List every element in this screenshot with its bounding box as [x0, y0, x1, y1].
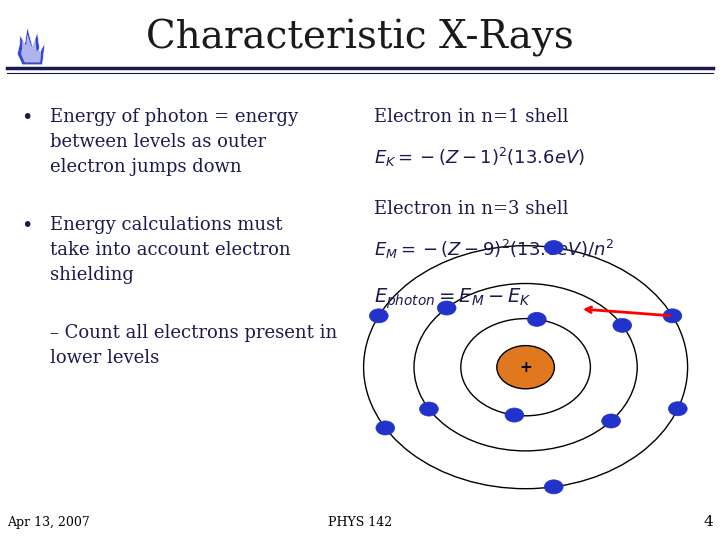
Text: Energy calculations must
take into account electron
shielding: Energy calculations must take into accou… [50, 216, 291, 284]
Text: +: + [519, 360, 532, 375]
Text: 4: 4 [703, 515, 713, 529]
Circle shape [437, 301, 456, 315]
Text: Electron in n=3 shell: Electron in n=3 shell [374, 200, 569, 218]
Circle shape [668, 402, 687, 416]
Circle shape [528, 312, 546, 326]
Circle shape [602, 414, 621, 428]
Text: PHYS 142: PHYS 142 [328, 516, 392, 529]
Polygon shape [22, 35, 42, 62]
Circle shape [613, 319, 631, 333]
Text: Energy of photon = energy
between levels as outer
electron jumps down: Energy of photon = energy between levels… [50, 108, 299, 176]
Text: – Count all electrons present in
lower levels: – Count all electrons present in lower l… [50, 324, 338, 367]
Text: $E_M = -(Z-9)^2(13.6eV)/n^2$: $E_M = -(Z-9)^2(13.6eV)/n^2$ [374, 238, 614, 261]
Text: Apr 13, 2007: Apr 13, 2007 [7, 516, 90, 529]
Circle shape [369, 309, 388, 323]
Circle shape [505, 408, 523, 422]
Circle shape [420, 402, 438, 416]
Circle shape [544, 240, 563, 254]
Text: Characteristic X-Rays: Characteristic X-Rays [146, 19, 574, 57]
Text: $E_{photon} = E_M - E_K$: $E_{photon} = E_M - E_K$ [374, 286, 532, 310]
Circle shape [663, 309, 682, 323]
Polygon shape [17, 27, 45, 65]
Text: •: • [22, 216, 33, 235]
Text: •: • [22, 108, 33, 127]
Text: Electron in n=1 shell: Electron in n=1 shell [374, 108, 569, 126]
Circle shape [544, 480, 563, 494]
Circle shape [497, 346, 554, 389]
Text: $E_K = -(Z-1)^2(13.6eV)$: $E_K = -(Z-1)^2(13.6eV)$ [374, 146, 585, 169]
Circle shape [376, 421, 395, 435]
